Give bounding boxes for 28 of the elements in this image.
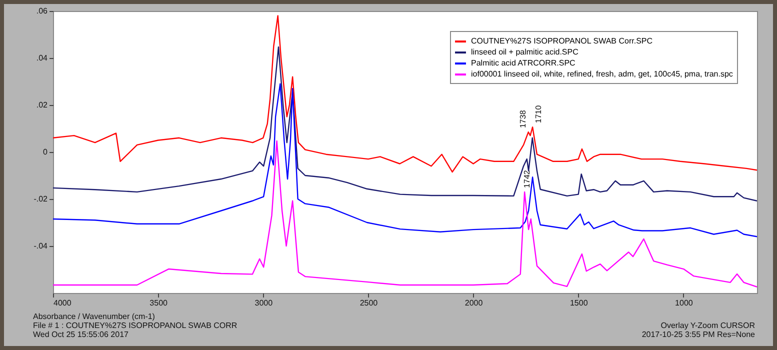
y-tick-label: 0 — [43, 148, 48, 156]
text: 2017-10-25 3:55 PM Res=None — [640, 330, 755, 339]
text: File # 1 : COUTNEY%27S ISOPROPANOL SWAB CORR — [33, 321, 238, 330]
text: Wed Oct 25 15:55:06 2017 — [33, 330, 130, 339]
x-tick-label: 2000 — [464, 298, 484, 308]
x-axis-title: Absorbance / Wavenumber (cm-1) — [33, 312, 156, 321]
line-series — [53, 46, 757, 202]
x-tick-label: 3000 — [254, 298, 274, 308]
legend-label: Palmitic acid ATRCORR.SPC — [471, 58, 576, 68]
y-tick-label: -.02 — [34, 194, 48, 204]
x-tick-label: 3500 — [150, 298, 168, 308]
x-tick-label: 1500 — [570, 298, 588, 308]
line-series — [53, 140, 757, 288]
legend-label: COUTNEY%27S ISOPROPANOL SWAB Corr.SPC — [471, 36, 653, 46]
x-tick-label: 1000 — [675, 298, 694, 308]
text: Overlay Y-Zoom CURSOR — [660, 321, 755, 330]
x-tick-label: 4000 — [54, 298, 72, 308]
line-series — [53, 83, 757, 238]
annotation: 1710 — [534, 104, 544, 124]
y-tick-label: -.04 — [34, 242, 48, 250]
y-tick-label: .04 — [36, 54, 48, 62]
y-tick-label: .02 — [36, 100, 48, 110]
annotation: 1742 — [522, 170, 532, 188]
y-tick-label: .06 — [36, 6, 48, 16]
legend-label: linseed oil + palmitic acid.SPC — [471, 48, 579, 56]
legend-label: iof00001 linseed oil, white, refined, fresh, adm, get, 100c45, pma, tran.spc — [471, 70, 733, 78]
annotation: 1738 — [518, 110, 528, 128]
x-tick-label: 2500 — [360, 298, 378, 308]
